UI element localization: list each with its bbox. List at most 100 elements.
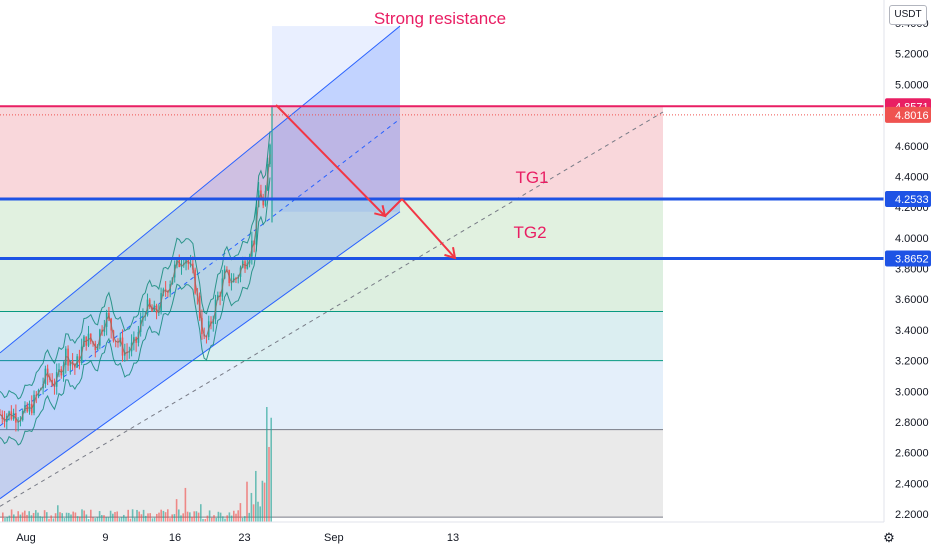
volume-bar xyxy=(63,518,66,522)
volume-bar xyxy=(41,516,44,522)
volume-bar xyxy=(164,512,167,522)
volume-bar xyxy=(79,516,81,522)
volume-bar xyxy=(180,515,182,522)
volume-bar xyxy=(127,509,129,522)
volume-bar xyxy=(81,509,83,522)
x-tick-label: Sep xyxy=(324,532,344,544)
volume-bar xyxy=(125,517,127,522)
y-tick-label: 4.4000 xyxy=(895,171,929,183)
volume-bar xyxy=(178,509,180,522)
y-tick-label: 4.6000 xyxy=(895,141,929,153)
volume-bar xyxy=(263,482,266,522)
volume-bar xyxy=(4,517,6,522)
volume-bar xyxy=(116,511,118,522)
volume-bar xyxy=(208,510,211,522)
level-lines xyxy=(0,105,884,260)
volume-bar xyxy=(57,505,59,522)
volume-bar xyxy=(54,513,57,522)
volume-bar xyxy=(107,517,110,522)
envelope-line xyxy=(0,177,271,446)
volume-bar xyxy=(114,512,116,522)
volume-bar xyxy=(15,516,17,522)
candle-body xyxy=(269,144,271,165)
y-tick-label: 3.8000 xyxy=(895,264,929,276)
gear-icon[interactable]: ⚙ xyxy=(883,530,895,545)
channel-top-line xyxy=(0,25,401,354)
volume-bar xyxy=(184,487,187,522)
price-badge xyxy=(885,106,931,123)
channel-fill xyxy=(0,26,400,499)
currency-button[interactable]: USDT xyxy=(889,5,927,25)
volume-bar xyxy=(72,511,74,522)
volume-bar xyxy=(248,512,250,522)
arrow-line xyxy=(384,198,403,217)
arrow-line xyxy=(401,198,456,259)
volume-bar xyxy=(246,481,248,522)
volume-bar xyxy=(195,511,198,522)
volume-bar xyxy=(153,517,156,522)
price-badge xyxy=(885,250,931,267)
volume-bar xyxy=(74,512,77,522)
volume-bar xyxy=(158,512,160,522)
volume-bar xyxy=(268,446,270,522)
volume-bar xyxy=(112,513,114,522)
volume-bar xyxy=(250,492,253,522)
volume-bar xyxy=(65,512,68,522)
volume-bar xyxy=(193,511,195,522)
arrow-line xyxy=(275,104,386,217)
volume-bar xyxy=(61,513,63,522)
volume-bar xyxy=(94,518,96,522)
volume-bar xyxy=(136,509,138,522)
y-tick-label: 2.4000 xyxy=(895,478,929,490)
volume-bar xyxy=(13,514,15,522)
y-tick-label: 3.4000 xyxy=(895,325,929,337)
volume-bar xyxy=(131,509,134,522)
volume-bar xyxy=(105,517,107,522)
volume-bar xyxy=(171,514,173,522)
y-tick-label: 2.6000 xyxy=(895,448,929,460)
volume-bar xyxy=(252,504,255,522)
volume-bar xyxy=(129,518,132,522)
volume-bar xyxy=(224,518,226,522)
volume-bar xyxy=(43,510,46,522)
volume-bar xyxy=(233,510,235,522)
volume-bar xyxy=(182,513,184,522)
x-tick-label: 16 xyxy=(169,532,181,544)
x-tick-label: 9 xyxy=(102,532,108,544)
volume-bars xyxy=(2,407,272,522)
volume-bar xyxy=(35,510,37,522)
arrow-head xyxy=(444,247,457,260)
volume-bar xyxy=(211,517,213,522)
volume-bar xyxy=(109,510,112,522)
volume-bar xyxy=(37,512,39,522)
fib-zone xyxy=(0,360,663,430)
volume-bar xyxy=(19,514,22,522)
channel-extension xyxy=(272,26,400,212)
fib-zone xyxy=(0,258,663,312)
envelope-line xyxy=(0,131,271,400)
volume-bar xyxy=(160,509,162,522)
volume-bar xyxy=(156,513,158,522)
volume-bar xyxy=(83,510,85,522)
volume-bar xyxy=(26,514,28,522)
volume-bar xyxy=(147,513,149,522)
volume-bar xyxy=(237,510,239,522)
volume-bar xyxy=(261,480,264,522)
volume-bar xyxy=(191,516,193,522)
volume-bar xyxy=(149,513,151,522)
volume-bar xyxy=(266,407,268,522)
volume-bar xyxy=(101,515,103,522)
volume-bar xyxy=(17,511,19,522)
volume-bar xyxy=(138,511,140,522)
volume-bar xyxy=(197,512,200,522)
volume-bar xyxy=(92,517,94,522)
annotation-tg1: TG1 xyxy=(515,168,548,187)
volume-bar xyxy=(87,518,90,522)
volume-bar xyxy=(189,512,191,522)
volume-bar xyxy=(255,470,257,522)
time-axis: Aug 9 16 23 Sep 13 xyxy=(0,521,884,544)
volume-bar xyxy=(270,417,272,522)
volume-bar xyxy=(217,511,220,522)
volume-bar xyxy=(123,514,125,522)
